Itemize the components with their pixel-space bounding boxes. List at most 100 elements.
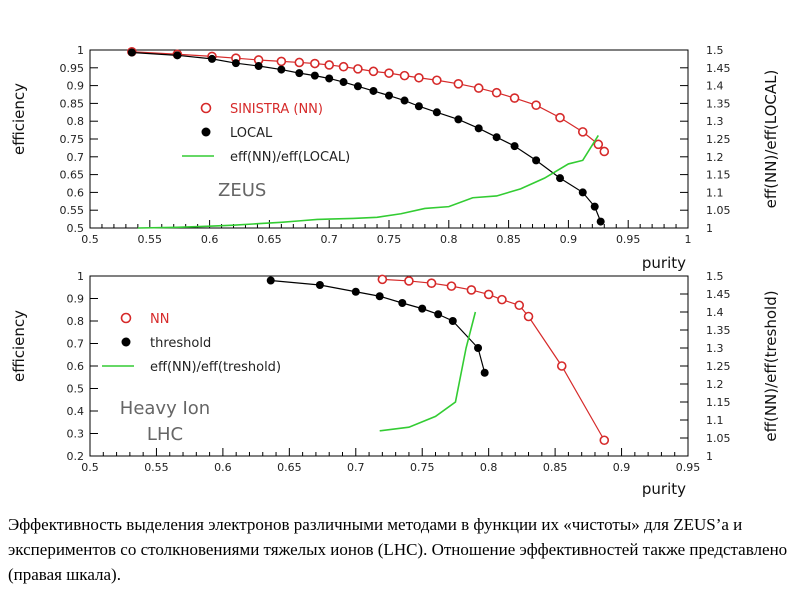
data-point — [497, 294, 507, 305]
y-tick-label: 0.8 — [67, 115, 85, 128]
x-tick-label: 0.55 — [138, 233, 163, 246]
data-point — [377, 274, 388, 285]
data-point — [254, 62, 263, 71]
data-point — [593, 139, 604, 150]
chart-annotation: ZEUS — [218, 180, 266, 201]
data-point — [353, 64, 363, 74]
figure-caption: Эффективность выделения электронов разли… — [8, 515, 788, 584]
y2-axis-label: eff(NN)/eff(LOCAL) — [762, 70, 780, 209]
data-point — [398, 299, 407, 307]
legend-swatch — [200, 102, 212, 114]
x-tick-label: 0.7 — [320, 233, 338, 246]
x-tick-label: 0.75 — [377, 233, 402, 246]
y2-tick-label: 1.25 — [706, 360, 731, 373]
data-point — [266, 276, 275, 285]
data-point — [432, 75, 442, 86]
data-point — [509, 93, 520, 103]
x-tick-label: 0.95 — [676, 461, 701, 474]
chart-1: 0.5 0.55 0.6 0.65 0.7 0.75 0.8 0.85 0.9 0.95 1 0.5 0… — [10, 44, 780, 272]
y2-tick-label: 1.45 — [706, 62, 731, 75]
data-point — [590, 202, 599, 211]
data-point — [434, 310, 443, 319]
y-tick-label: 0.55 — [60, 204, 85, 217]
y-tick-label: 1 — [77, 44, 84, 57]
data-point — [523, 311, 534, 322]
data-point — [555, 112, 565, 123]
chart-2: 0.5 0.55 0.6 0.65 0.7 0.75 0.8 0.85 0.9 0.950.20.… — [10, 270, 780, 498]
data-point — [474, 124, 483, 133]
data-point — [596, 217, 605, 226]
data-point — [474, 344, 483, 352]
y-tick-label: 0.85 — [60, 97, 85, 110]
data-point — [375, 292, 384, 301]
y2-tick-label: 1.5 — [706, 44, 724, 57]
data-point — [480, 368, 489, 377]
series-sinistra-nn- — [127, 46, 610, 157]
data-point — [173, 51, 182, 60]
series-local — [127, 48, 605, 226]
data-point — [324, 60, 335, 70]
x-tick-label: 0.85 — [496, 233, 521, 246]
y-tick-label: 0.3 — [67, 428, 85, 441]
y-axis-label: efficiency — [10, 83, 28, 155]
legend-swatch — [120, 312, 132, 324]
data-point — [404, 276, 414, 286]
data-point — [414, 72, 424, 83]
data-point — [453, 79, 464, 89]
y2-tick-label: 1.4 — [706, 80, 724, 93]
data-point — [510, 142, 519, 151]
data-point — [127, 48, 136, 57]
y2-tick-label: 1.35 — [706, 324, 731, 337]
y2-tick-label: 1.3 — [706, 115, 724, 128]
x-tick-label: 0.8 — [480, 461, 498, 474]
y-tick-label: 0.2 — [67, 450, 85, 463]
y2-tick-label: 1.25 — [706, 133, 731, 146]
data-point — [446, 281, 457, 291]
data-point — [231, 59, 240, 68]
y2-tick-label: 1.2 — [706, 151, 724, 164]
x-tick-label: 0.7 — [347, 461, 365, 474]
data-point — [351, 287, 360, 296]
x-tick-label: 0.6 — [201, 233, 219, 246]
y-tick-label: 0.75 — [60, 133, 85, 146]
data-point — [448, 317, 457, 325]
y-tick-label: 0.5 — [67, 222, 85, 235]
x-tick-label: 0.95 — [616, 233, 641, 246]
series-line — [137, 135, 599, 229]
legend-label: LOCAL — [230, 126, 273, 141]
x-tick-label: 0.9 — [560, 233, 578, 246]
data-point — [414, 102, 423, 111]
data-point — [531, 100, 541, 110]
chart-annotation: LHC — [147, 424, 183, 445]
x-tick-label: 0.55 — [144, 461, 169, 474]
data-point — [207, 54, 216, 63]
chart-annotation: Heavy Ion — [120, 398, 210, 419]
x-axis-label: purity — [642, 254, 686, 272]
y-axis-label: efficiency — [10, 310, 28, 382]
data-point — [473, 83, 484, 93]
data-point — [532, 156, 541, 165]
y-tick-label: 0.9 — [67, 80, 85, 93]
legend-swatch — [121, 337, 131, 347]
y-tick-label: 0.7 — [67, 338, 85, 351]
data-point — [310, 58, 320, 69]
data-point — [466, 285, 477, 295]
x-tick-label: 0.85 — [543, 461, 568, 474]
y-tick-label: 0.4 — [67, 405, 85, 418]
y2-tick-label: 1.1 — [706, 186, 724, 199]
data-point — [310, 71, 319, 80]
x-tick-label: 0.6 — [214, 461, 232, 474]
legend-label: eff(NN)/eff(treshold) — [150, 360, 281, 375]
y2-tick-label: 1 — [706, 450, 713, 463]
data-point — [426, 278, 437, 289]
data-point — [315, 281, 324, 289]
legend-label: eff(NN)/eff(LOCAL) — [230, 150, 350, 165]
y2-tick-label: 1.5 — [706, 270, 724, 283]
data-point — [325, 74, 334, 83]
legend-label: SINISTRA (NN) — [230, 102, 323, 117]
legend-label: NN — [150, 312, 169, 327]
y-tick-label: 0.95 — [60, 62, 85, 75]
data-point — [578, 188, 587, 197]
y2-tick-label: 1.4 — [706, 306, 724, 319]
data-point — [353, 82, 362, 91]
